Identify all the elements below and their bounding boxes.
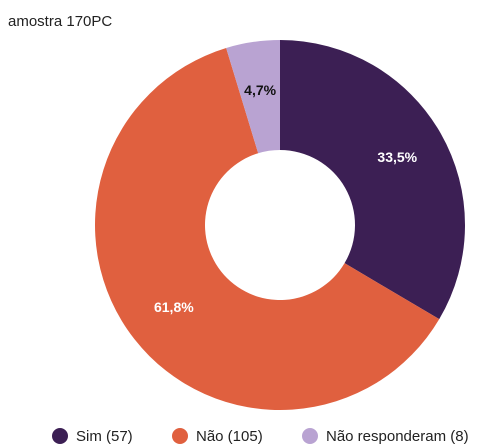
legend-label: Não (105) xyxy=(196,428,263,445)
donut-slice xyxy=(95,48,440,410)
legend-swatch xyxy=(172,428,188,444)
legend-label: Não responderam (8) xyxy=(326,428,469,445)
legend-swatch xyxy=(52,428,68,444)
legend-label: Sim (57) xyxy=(76,428,133,445)
chart-title: amostra 170PC xyxy=(8,13,112,30)
slice-label: 4,7% xyxy=(244,82,276,98)
donut-slice xyxy=(226,40,280,154)
donut-slice xyxy=(280,40,466,320)
slice-label: 33,5% xyxy=(377,149,417,165)
slice-label: 61,8% xyxy=(154,299,194,315)
legend-swatch xyxy=(302,428,318,444)
